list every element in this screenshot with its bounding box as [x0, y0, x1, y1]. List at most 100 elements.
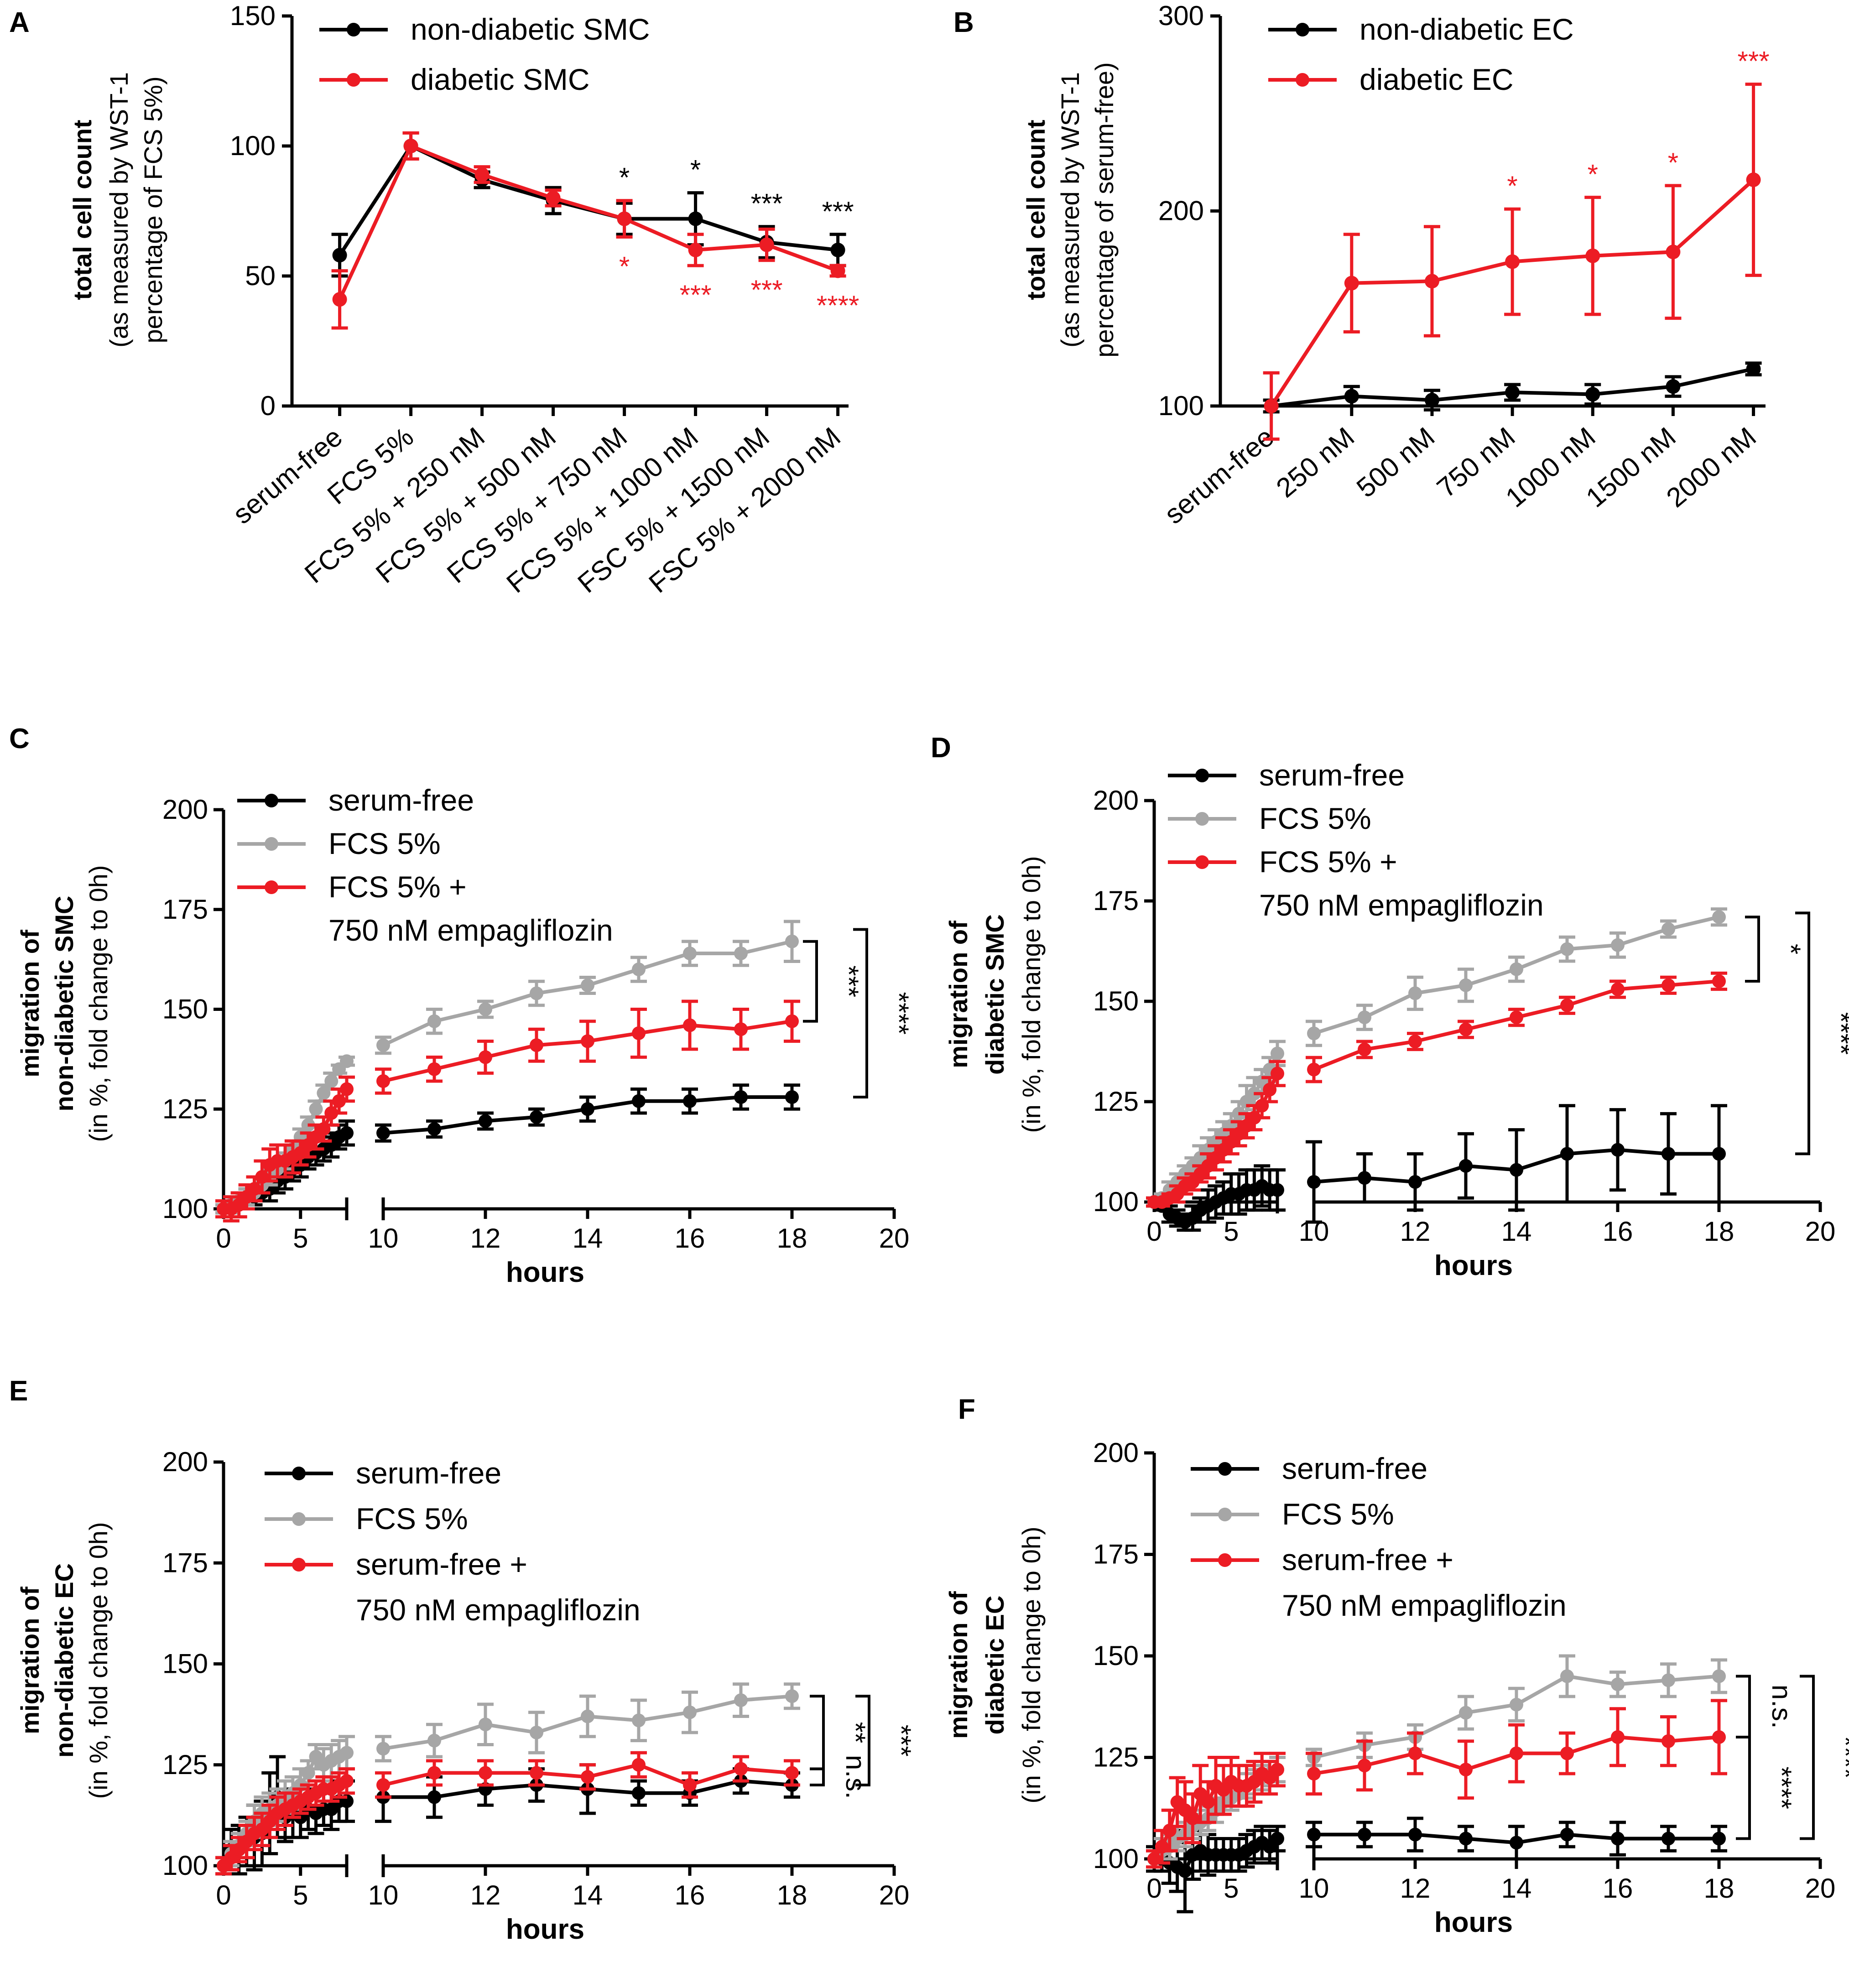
- x-tick-label: 10: [368, 1223, 399, 1254]
- x-tick-label: 14: [1501, 1216, 1532, 1247]
- x-axis-title: hours: [1434, 1250, 1513, 1281]
- significance-star: *: [619, 251, 630, 282]
- legend-swatch-marker: [1195, 769, 1209, 782]
- y-tick-label: 150: [230, 0, 276, 31]
- data-point: [1661, 1832, 1675, 1846]
- data-point: [1746, 172, 1761, 187]
- legend-label: FCS 5%: [328, 827, 441, 860]
- data-point: [1459, 978, 1473, 992]
- y-tick-label: 200: [162, 794, 208, 825]
- y-tick-label: 0: [260, 390, 276, 421]
- data-point: [403, 139, 418, 153]
- legend-swatch-marker: [1218, 1462, 1232, 1476]
- significance-label: ****: [1830, 1736, 1849, 1779]
- legend-label: 750 nM empagliflozin: [328, 913, 613, 947]
- data-point: [1712, 910, 1726, 924]
- data-point: [1358, 1759, 1371, 1773]
- significance-bracket: [810, 1695, 825, 1770]
- significance-label: *: [1776, 944, 1806, 954]
- legend-label: serum-free: [328, 783, 474, 817]
- data-point: [1271, 1832, 1284, 1846]
- x-tick-label: 18: [777, 1223, 807, 1254]
- significance-star: *: [1668, 147, 1678, 178]
- x-tick-label: 12: [470, 1223, 501, 1254]
- data-point: [340, 1774, 354, 1788]
- data-point: [340, 1054, 354, 1068]
- significance-label: ****: [1826, 1012, 1849, 1055]
- data-point: [1344, 276, 1359, 291]
- legend-label: serum-free +: [356, 1547, 527, 1581]
- significance-star: *: [619, 162, 630, 193]
- data-point: [332, 248, 347, 263]
- data-point: [1560, 1827, 1574, 1842]
- x-tick-label: 5: [1224, 1216, 1239, 1247]
- legend-swatch-marker: [1218, 1553, 1232, 1567]
- data-point: [376, 1126, 390, 1140]
- x-tick-label: 16: [675, 1880, 705, 1910]
- legend-label: serum-free +: [1282, 1543, 1453, 1577]
- y-tick-label: 50: [245, 260, 276, 291]
- data-point: [1307, 1062, 1321, 1077]
- data-point: [1611, 982, 1625, 996]
- legend-swatch-marker: [1296, 73, 1309, 87]
- data-point: [1358, 1171, 1371, 1185]
- data-point: [530, 1725, 543, 1739]
- y-tick-label: 150: [1093, 1640, 1139, 1671]
- y-axis-label-line: percentage of FCS 5%): [139, 76, 167, 343]
- data-point: [1307, 1026, 1321, 1041]
- data-point: [376, 1742, 390, 1756]
- x-tick-label: 0: [1146, 1216, 1161, 1247]
- data-point: [479, 1002, 492, 1016]
- significance-label: n.s.: [1766, 1685, 1797, 1729]
- data-point: [785, 1766, 799, 1780]
- data-point: [427, 1014, 441, 1028]
- significance-star: ***: [751, 275, 783, 305]
- data-point: [1271, 1183, 1284, 1197]
- x-axis-title: hours: [506, 1914, 584, 1945]
- x-tick-label: serum-free: [1159, 422, 1280, 530]
- x-axis-title: hours: [1434, 1907, 1513, 1938]
- data-point: [479, 1114, 492, 1128]
- y-axis-label-line: total cell count: [1021, 120, 1050, 300]
- significance-star: *: [1588, 159, 1598, 190]
- y-tick-label: 200: [162, 1447, 208, 1477]
- x-tick-label: 10: [368, 1880, 399, 1910]
- data-point: [830, 243, 845, 257]
- significance-bracket: [803, 940, 818, 1023]
- significance-bracket: [1800, 1675, 1815, 1840]
- legend-label: FCS 5%: [1282, 1497, 1394, 1531]
- data-point: [1408, 1035, 1422, 1048]
- data-point: [1585, 387, 1600, 402]
- significance-bracket: [853, 928, 868, 1098]
- data-point: [1712, 1832, 1726, 1846]
- y-axis-label-line: non-diabetic EC: [50, 1563, 78, 1758]
- data-point: [1271, 1763, 1284, 1777]
- data-point: [427, 1733, 441, 1748]
- significance-label: ***: [886, 1725, 917, 1757]
- legend-swatch-marker: [347, 23, 360, 36]
- data-point: [1408, 1827, 1422, 1842]
- significance-bracket: [1736, 1675, 1751, 1738]
- data-point: [1510, 1746, 1523, 1760]
- x-tick-label: 20: [1805, 1873, 1836, 1904]
- data-point: [1560, 1669, 1574, 1683]
- y-axis-label-line: (in %, fold change to 0h): [84, 1522, 113, 1799]
- legend-label: FCS 5% +: [328, 870, 467, 904]
- data-point: [546, 191, 561, 205]
- y-tick-label: 125: [1093, 1086, 1139, 1117]
- x-tick-label: 18: [1704, 1873, 1734, 1904]
- legend-swatch-marker: [1195, 812, 1209, 826]
- x-tick-label: 5: [1224, 1873, 1239, 1904]
- significance-label: ***: [833, 965, 864, 997]
- data-point: [1358, 1042, 1371, 1056]
- data-point: [1666, 245, 1681, 260]
- x-tick-label: serum-free: [227, 422, 348, 530]
- data-point: [1611, 1730, 1625, 1744]
- x-tick-label: 20: [879, 1223, 910, 1254]
- data-point: [1408, 986, 1422, 1000]
- y-tick-label: 100: [162, 1850, 208, 1881]
- data-point: [1459, 1706, 1473, 1720]
- panel-E: E 100 125 150 175 200 0 5 10 12 14 16 18 20 hours migra…: [9, 1375, 917, 1945]
- data-point: [1459, 1022, 1473, 1036]
